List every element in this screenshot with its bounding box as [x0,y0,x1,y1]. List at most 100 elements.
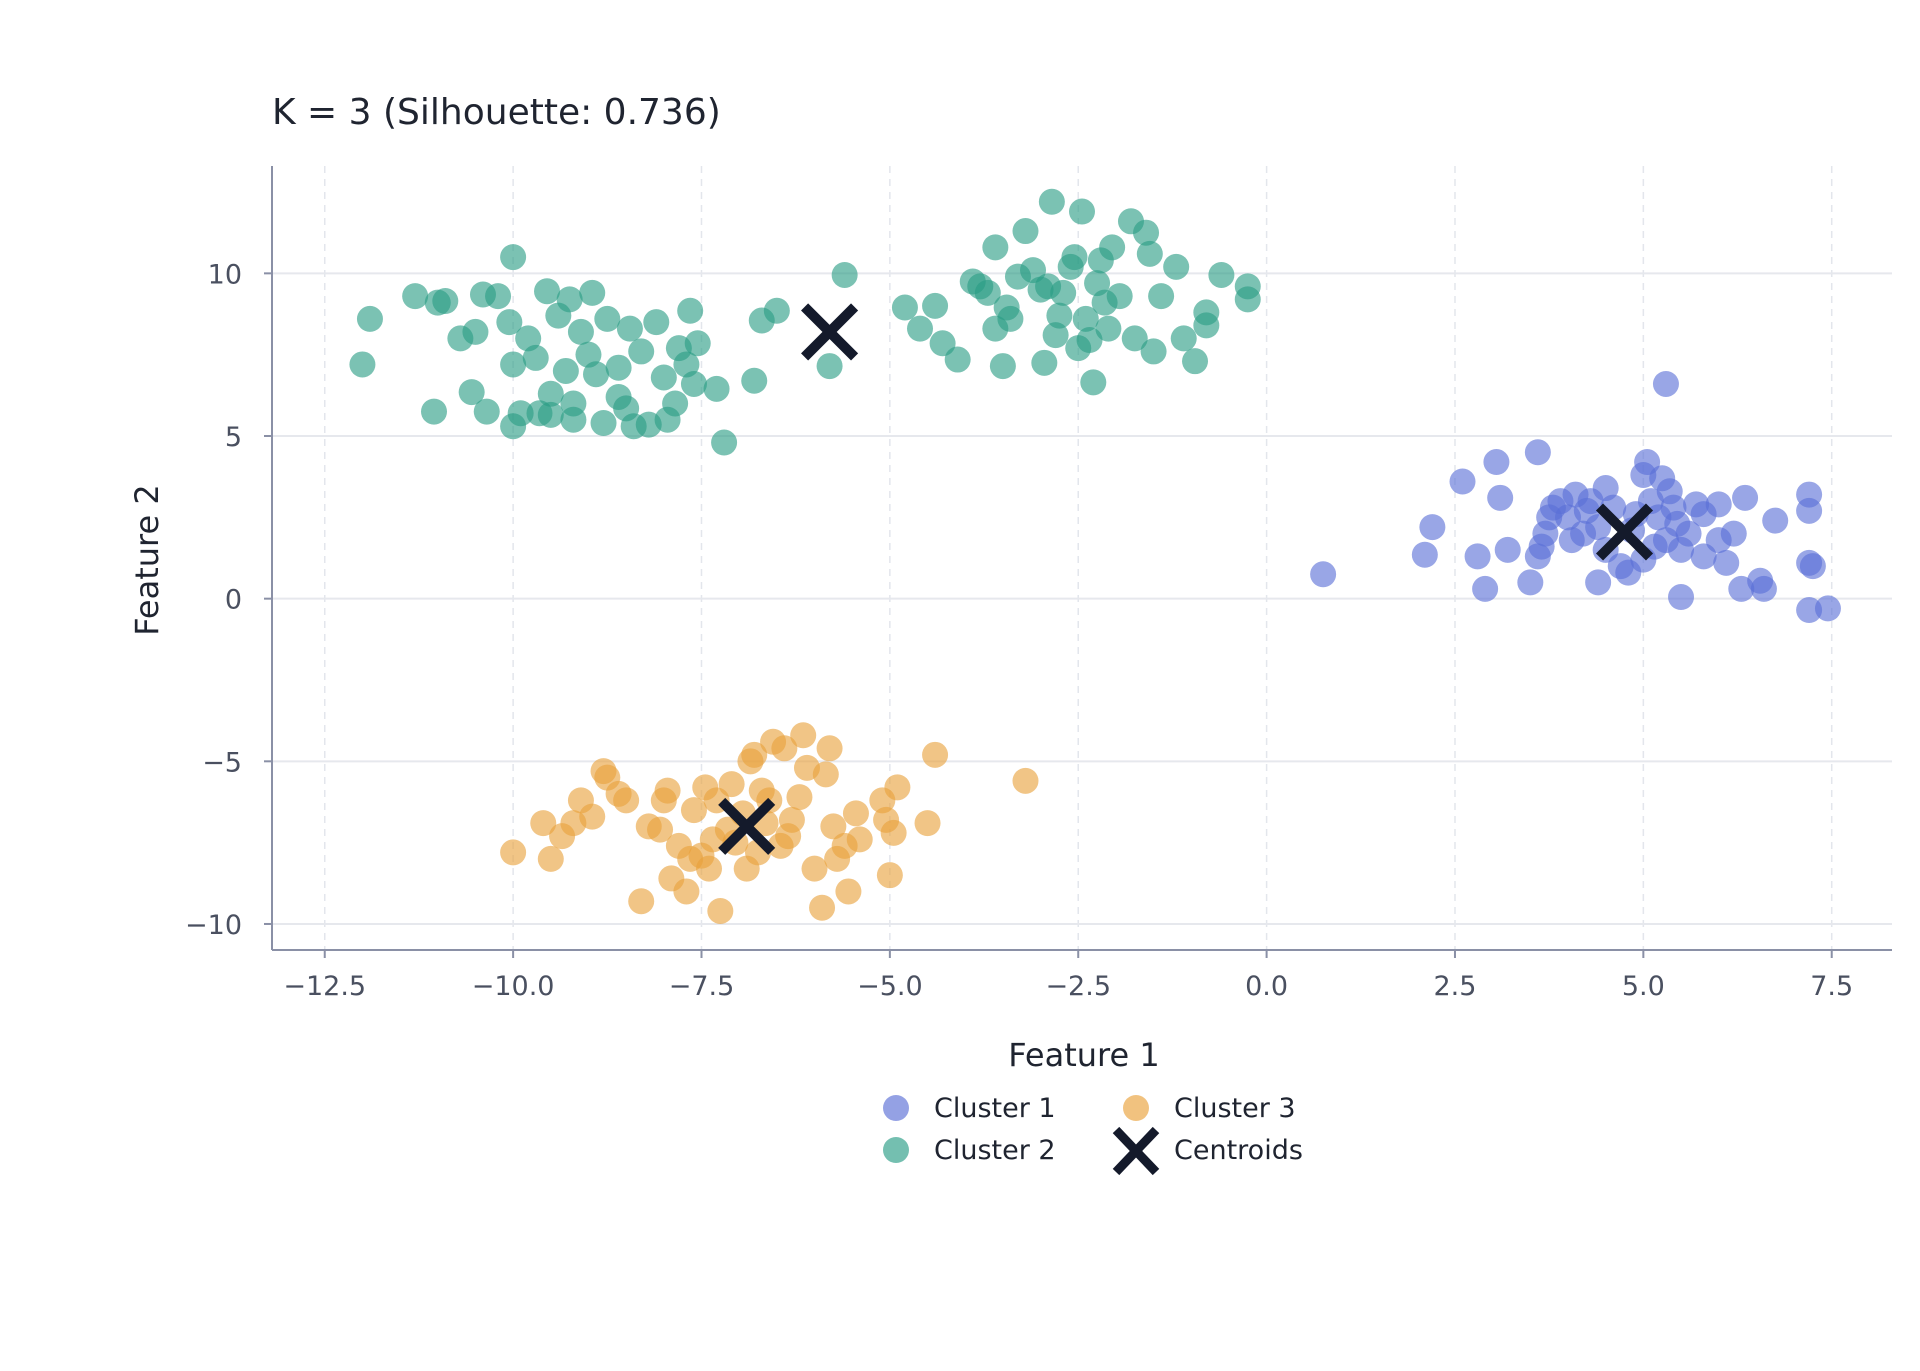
cluster-3-point [801,855,828,882]
cluster-2-point [590,409,617,436]
y-ticks: −10 −5 0 5 10 [185,259,272,941]
cluster-3-point [530,810,557,837]
cluster-3-point [922,741,949,768]
cluster-2-point [628,338,655,365]
cluster-2-point [458,379,485,406]
cluster-2-point [522,344,549,371]
cluster-2-point [989,353,1016,380]
cluster-2-point [677,297,704,324]
cluster-1-point [1310,561,1337,588]
cluster-2-point [763,297,790,324]
cluster-2-point [349,351,376,378]
cluster-2-point [1163,253,1190,280]
cluster-2-point [673,351,700,378]
cluster-2-point [1031,349,1058,376]
cluster-2-point [432,288,459,315]
data-points [349,188,1841,924]
cluster-3-point [812,761,839,788]
cluster-2-point [500,351,527,378]
legend: Cluster 1 Cluster 2 Cluster 3 Centroids [883,1093,1303,1176]
cluster-2-point [1035,273,1062,300]
cluster-1-point [1750,575,1777,602]
cluster-2-point [1234,286,1261,313]
cluster-2-point [552,357,579,384]
cluster-3-point [579,803,606,830]
cluster-3-point [500,839,527,866]
cluster-1-point [1732,484,1759,511]
cluster-3-point [680,797,707,824]
cluster-2-point [650,364,677,391]
x-ticks: −12.5 −10.0 −7.5 −5.0 −2.5 0.0 2.5 5.0 7.5 [283,950,1853,1002]
cluster-3-point [876,862,903,889]
cluster-2-point [1080,369,1107,396]
cluster-2-point [662,390,689,417]
cluster-1-point [1668,584,1695,611]
cluster-2-point [500,244,527,271]
cluster-2-point [583,361,609,388]
cluster-2-point [537,380,564,407]
cluster-2-point [982,234,1009,261]
centroid-markers [718,303,1654,855]
cluster-2-point [1061,244,1088,271]
legend-marker-cluster-2 [883,1137,909,1163]
cluster-2-point [684,330,711,357]
x-tick-label: −5.0 [857,971,923,1002]
cluster-2-point [944,346,971,373]
cluster-1-point [1472,575,1499,602]
cluster-1-point [1558,527,1585,554]
cluster-3-point [707,897,734,924]
cluster-1-point [1483,449,1510,476]
cluster-2-point [605,354,632,381]
cluster-3-point [718,771,745,798]
cluster-3-point [677,845,704,872]
centroid-stroke [801,303,859,361]
cluster-1-point [1796,597,1823,624]
cluster-1-point [1585,569,1612,596]
cluster-3-point [786,784,813,811]
cluster-3-point [884,774,911,801]
cluster-1-point [1592,475,1619,502]
cluster-3-point [647,816,674,843]
cluster-2-point [1004,263,1031,290]
cluster-2-point [680,370,707,397]
cluster-2-point [1182,348,1209,375]
cluster-1-point [1528,533,1555,560]
cluster-2-point [579,279,606,306]
cluster-2-point [1121,325,1148,352]
cluster-2-point [907,315,933,342]
cluster-2-point [643,309,670,336]
grid-lines [272,166,1892,950]
cluster-1-point [1720,520,1747,547]
cluster-2-point [1208,261,1235,288]
cluster-2-point [1084,270,1111,297]
x-tick-label: 5.0 [1622,971,1665,1002]
cluster-2-point [1012,218,1039,245]
cluster-2-point [1193,312,1220,339]
cluster-1-point [1536,504,1563,531]
centroid-marker [1595,503,1654,561]
cluster-3-point [673,878,700,905]
cluster-3-point [771,735,798,762]
y-tick-label: 5 [225,422,242,453]
axes [271,166,1892,951]
cluster-2-point [567,318,594,345]
legend-marker-cluster-1 [883,1095,909,1121]
cluster-2-point [556,286,583,313]
cluster-2-point [560,406,587,433]
cluster-2-point [496,309,523,336]
y-tick-label: −5 [202,747,242,778]
cluster-1-point [1494,536,1521,563]
cluster-3-point [654,777,681,804]
cluster-1-point [1517,569,1544,596]
cluster-3-point [914,810,941,837]
cluster-1-point [1411,541,1438,568]
cluster-1-point [1449,468,1476,495]
cluster-2-point [831,261,858,288]
centroid-stroke [1595,503,1654,561]
cluster-2-point [1076,327,1103,354]
cluster-2-point [1069,198,1095,225]
x-tick-label: −12.5 [283,971,366,1002]
cluster-3-point [741,741,768,768]
cluster-2-point [1046,302,1073,329]
